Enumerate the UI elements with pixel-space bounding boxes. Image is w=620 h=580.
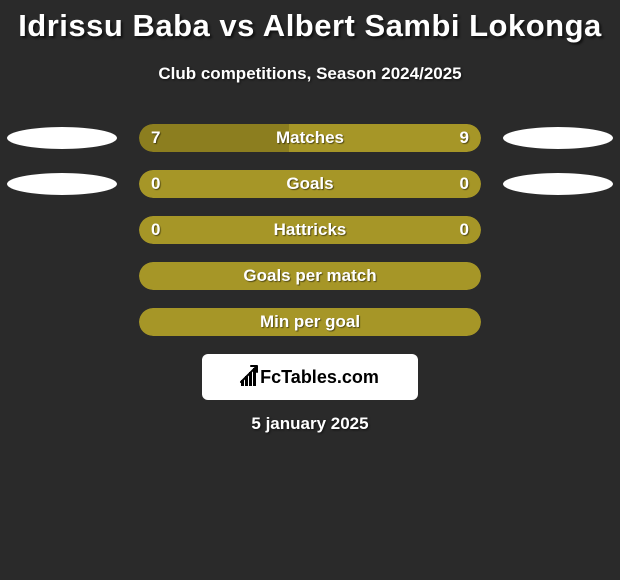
- stat-row: Min per goal: [0, 308, 620, 336]
- page-subtitle: Club competitions, Season 2024/2025: [0, 64, 620, 84]
- logo-box[interactable]: FcTables.com: [202, 354, 418, 400]
- comparison-container: Idrissu Baba vs Albert Sambi Lokonga Clu…: [0, 0, 620, 434]
- stat-label: Min per goal: [260, 312, 360, 332]
- rows-wrapper: 7 9 Matches 0 0 Goals 0 0 Hattricks Goals per mat…: [0, 124, 620, 336]
- logo-text: FcTables.com: [260, 367, 379, 388]
- stat-value-right: 0: [460, 174, 469, 194]
- stat-value-left: 0: [151, 220, 160, 240]
- date-label: 5 january 2025: [0, 414, 620, 434]
- stat-row: 0 0 Hattricks: [0, 216, 620, 244]
- stat-value-left: 0: [151, 174, 160, 194]
- player-right-badge: [503, 173, 613, 195]
- player-left-badge: [7, 173, 117, 195]
- stat-row: 7 9 Matches: [0, 124, 620, 152]
- stat-bar: 0 0 Goals: [139, 170, 481, 198]
- stat-bar: Goals per match: [139, 262, 481, 290]
- stat-bar: 7 9 Matches: [139, 124, 481, 152]
- player-left-badge: [7, 127, 117, 149]
- stat-row: Goals per match: [0, 262, 620, 290]
- stat-value-left: 7: [151, 128, 160, 148]
- bar-left-fill: [139, 124, 289, 152]
- stat-row: 0 0 Goals: [0, 170, 620, 198]
- stat-label: Goals per match: [243, 266, 376, 286]
- bar-left-fill: [139, 170, 310, 198]
- stat-value-right: 9: [460, 128, 469, 148]
- stat-label: Matches: [276, 128, 344, 148]
- stat-label: Goals: [286, 174, 333, 194]
- page-title: Idrissu Baba vs Albert Sambi Lokonga: [0, 8, 620, 44]
- bar-right-fill: [310, 170, 481, 198]
- stat-bar: 0 0 Hattricks: [139, 216, 481, 244]
- stat-value-right: 0: [460, 220, 469, 240]
- stat-bar: Min per goal: [139, 308, 481, 336]
- stat-label: Hattricks: [274, 220, 347, 240]
- player-right-badge: [503, 127, 613, 149]
- bars-arrow-icon: [241, 368, 256, 386]
